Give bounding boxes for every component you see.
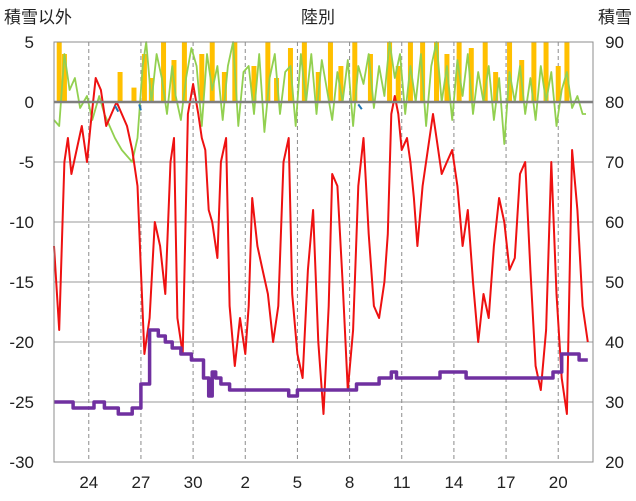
y-right-tick-label: 80: [605, 93, 624, 112]
y-right-label: 積雪: [598, 8, 632, 27]
series-sunshine-line: [138, 104, 142, 111]
precip-bar: [543, 42, 549, 102]
x-tick-label: 30: [184, 473, 203, 492]
precip-bar: [221, 72, 227, 102]
precip-bar: [61, 54, 67, 102]
precip-bar: [338, 66, 344, 102]
precip-bar: [468, 48, 474, 102]
y-left-tick-label: -5: [19, 153, 34, 172]
x-tick-label: 14: [444, 473, 463, 492]
precip-bar: [274, 78, 280, 102]
y-left-tick-label: -25: [9, 393, 34, 412]
precip-bar: [117, 72, 123, 102]
y-right-tick-label: 70: [605, 153, 624, 172]
y-right-tick-label: 90: [605, 33, 624, 52]
precip-bar: [161, 42, 167, 102]
series-temp-line: [53, 77, 589, 415]
x-tick-label: 5: [293, 473, 302, 492]
precip-bar: [141, 54, 147, 102]
precip-bar: [131, 87, 137, 102]
series-sunshine-line: [357, 103, 363, 110]
y-left-label: 積雪以外: [4, 8, 72, 27]
x-tick-label: 2: [241, 473, 250, 492]
x-tick-label: 11: [393, 473, 411, 492]
precip-bar: [387, 42, 393, 102]
precip-bar: [265, 42, 271, 102]
precip-bar: [251, 66, 257, 102]
precip-bar: [531, 42, 537, 102]
precipitation-bars: [56, 42, 570, 102]
axes: [53, 41, 594, 463]
plot-border: [53, 41, 594, 463]
precip-bar: [444, 54, 450, 102]
y-left-tick-label: -30: [9, 453, 34, 472]
precip-bar: [301, 42, 307, 102]
precip-bar: [181, 42, 187, 102]
y-right-tick-label: 60: [605, 213, 624, 232]
series-sunshine-line: [114, 105, 120, 113]
x-tick-label: 27: [131, 473, 150, 492]
precip-bar: [555, 66, 561, 102]
precip-bar: [493, 72, 499, 102]
chart-title: 陸別: [301, 8, 335, 27]
y-right-tick-label: 50: [605, 273, 624, 292]
precip-bar: [199, 54, 205, 102]
y-left-tick-label: -10: [9, 213, 34, 232]
y-left-tick-label: -20: [9, 333, 34, 352]
y-left-tick-label: 5: [25, 33, 34, 52]
precip-bar: [434, 42, 440, 102]
x-tick-label: 24: [79, 473, 98, 492]
y-right-tick-label: 40: [605, 333, 624, 352]
precip-bar: [395, 66, 401, 102]
precip-bar: [352, 42, 358, 102]
y-left-tick-label: -15: [9, 273, 34, 292]
y-right-tick-label: 20: [605, 453, 624, 472]
precip-bar: [56, 42, 62, 102]
precip-bar: [327, 42, 333, 102]
y-left-tick-label: 0: [25, 93, 34, 112]
y-right-tick-label: 30: [605, 393, 624, 412]
x-tick-label: 17: [497, 473, 516, 492]
x-tick-label: 20: [549, 473, 568, 492]
series-snow-line: [54, 328, 588, 416]
precip-bar: [482, 42, 488, 102]
precip-bar: [209, 42, 215, 102]
x-tick-label: 8: [345, 473, 354, 492]
precip-bar: [148, 78, 154, 102]
